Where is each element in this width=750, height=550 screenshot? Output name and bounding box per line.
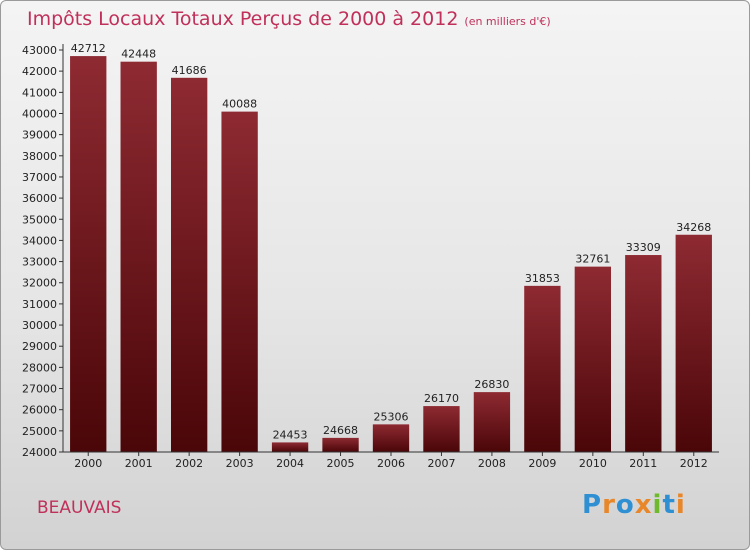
logo-letter: P [582,490,603,520]
bars-group: 42712 42448 41686 40088 24453 24668 25306 26170… [70,42,712,452]
bar-2011 [625,255,662,452]
y-tick-label: 41000 [22,86,57,99]
y-tick-label: 38000 [22,150,57,163]
value-label-2011: 33309 [626,241,661,254]
x-tick-label-2004: 2004 [276,457,304,470]
bar-2002 [170,77,208,452]
bar-2003 [221,111,258,452]
y-tick-label: 37000 [22,171,57,184]
logo-letter: i [675,490,686,520]
x-tick-label-2012: 2012 [680,457,708,470]
x-tick-label-2009: 2009 [528,457,556,470]
x-tick-label-2005: 2005 [327,457,355,470]
x-axis: 2000 2001 2002 2003 2004 2005 2006 2007 2008 2009… [63,451,719,470]
y-tick-label: 42000 [22,65,57,78]
x-tick-label-2011: 2011 [629,457,657,470]
bar-2001 [120,61,157,452]
value-label-2006: 25306 [374,410,409,423]
value-label-2007: 26170 [424,392,459,405]
bar-2010 [574,266,612,452]
logo-letter: x [634,490,653,520]
value-label-2012: 34268 [676,221,711,234]
y-tick-label: 40000 [22,107,57,120]
x-tick-label-2008: 2008 [478,457,506,470]
x-tick-label-2010: 2010 [579,457,607,470]
y-tick-label: 36000 [22,192,57,205]
value-label-2003: 40088 [222,98,257,111]
bar-2006 [372,424,410,452]
y-tick-label: 32000 [22,277,57,290]
y-tick-label: 43000 [22,44,57,57]
x-tick-label-2003: 2003 [226,457,254,470]
chart-title-block: Impôts Locaux Totaux Perçus de 2000 à 20… [27,8,551,30]
y-axis: 24000 25000 26000 27000 28000 29000 30000 31000… [22,44,64,459]
bar-2012 [675,234,712,452]
logo-letter: r [602,490,616,520]
y-tick-label: 24000 [22,446,57,459]
y-tick-label: 27000 [22,383,57,396]
bar-2004 [271,442,309,452]
bar-2000 [70,56,107,452]
proxiti-logo: Proxiti [582,490,686,520]
y-tick-label: 30000 [22,319,57,332]
bar-2007 [423,406,460,452]
y-tick-label: 39000 [22,129,57,142]
bar-2005 [322,437,359,452]
value-label-2002: 41686 [172,64,207,77]
x-tick-label-2002: 2002 [175,457,203,470]
y-tick-label: 35000 [22,213,57,226]
value-label-2008: 26830 [474,378,509,391]
y-tick-label: 25000 [22,425,57,438]
y-tick-label: 26000 [22,404,57,417]
logo-letter: t [662,490,676,520]
value-label-2009: 31853 [525,272,560,285]
y-tick-label: 33000 [22,256,57,269]
y-tick-label: 34000 [22,234,57,247]
value-label-2004: 24453 [273,428,308,441]
bar-2009 [524,285,561,452]
y-tick-label: 31000 [22,298,57,311]
chart-subtitle: (en milliers d'€) [464,15,551,28]
value-label-2001: 42448 [121,48,156,61]
logo-letter: i [652,490,663,520]
x-tick-label-2000: 2000 [74,457,102,470]
value-label-2000: 42712 [71,42,106,55]
x-tick-label-2007: 2007 [427,457,455,470]
x-tick-label-2006: 2006 [377,457,405,470]
value-label-2005: 24668 [323,424,358,437]
commune-name: BEAUVAIS [37,498,122,518]
y-tick-label: 28000 [22,361,57,374]
chart-title: Impôts Locaux Totaux Perçus de 2000 à 20… [27,8,459,30]
logo-letter: o [615,490,635,520]
x-tick-label-2001: 2001 [125,457,153,470]
bar-2008 [473,392,511,452]
value-label-2010: 32761 [575,253,610,266]
y-tick-label: 29000 [22,340,57,353]
